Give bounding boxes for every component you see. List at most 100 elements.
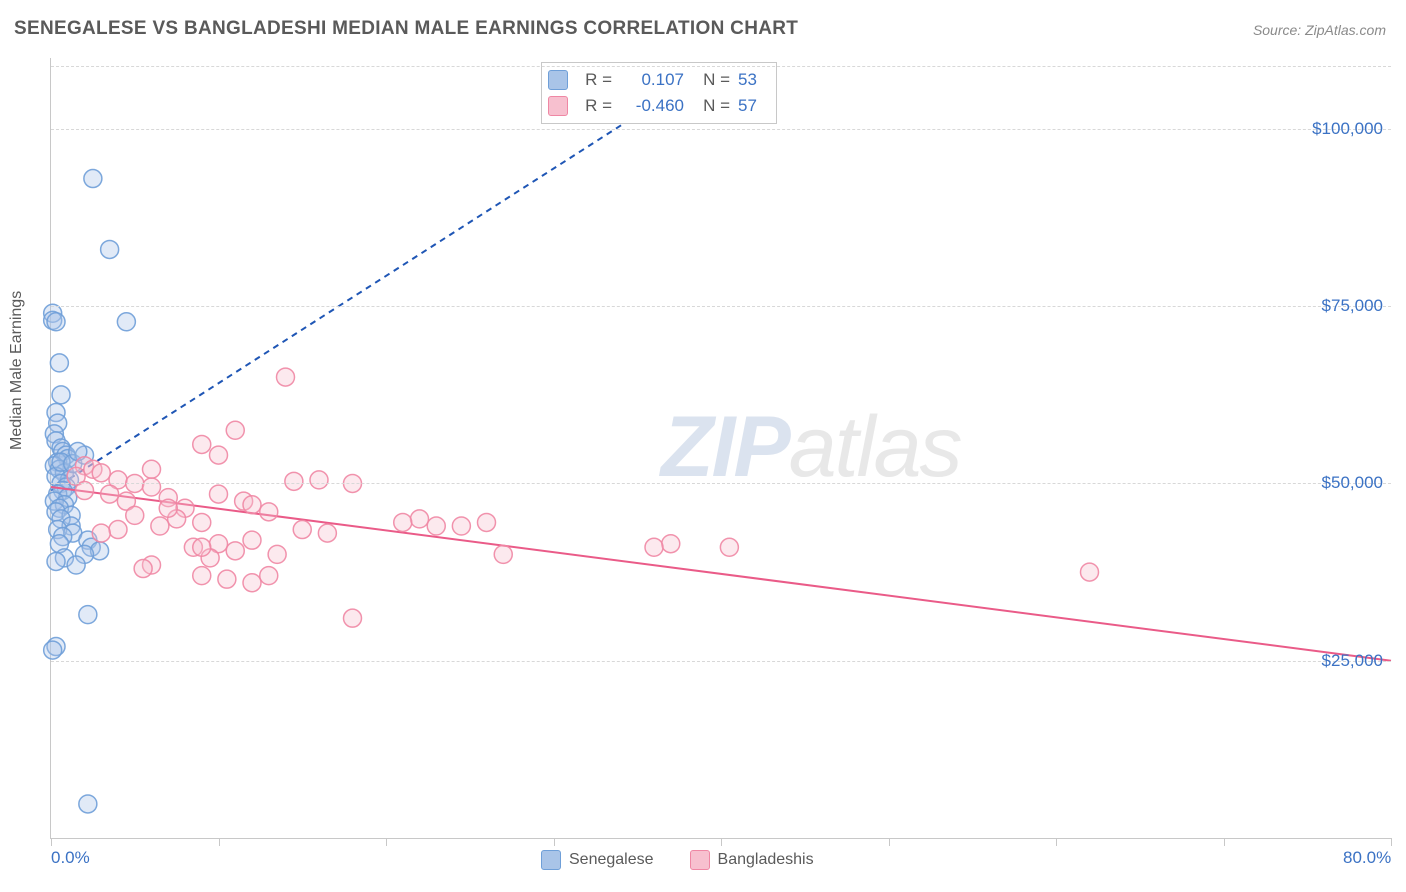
y-tick-label: $75,000 xyxy=(1322,296,1383,316)
r-label: R = xyxy=(584,96,612,116)
swatch-bangladeshis xyxy=(548,96,568,116)
data-point xyxy=(293,521,311,539)
data-point xyxy=(210,446,228,464)
data-point xyxy=(126,506,144,524)
data-point xyxy=(243,496,261,514)
legend-item-bangladeshis: Bangladeshis xyxy=(690,850,814,870)
x-tick xyxy=(554,838,555,846)
data-point xyxy=(318,524,336,542)
data-point xyxy=(79,795,97,813)
data-point xyxy=(645,538,663,556)
data-point xyxy=(101,485,119,503)
plot-area: ZIPatlas R = 0.107 N = 53 R = -0.460 N =… xyxy=(50,58,1391,839)
source-link[interactable]: ZipAtlas.com xyxy=(1305,22,1386,38)
data-point xyxy=(143,460,161,478)
data-point xyxy=(452,517,470,535)
legend-label-senegalese: Senegalese xyxy=(569,851,654,868)
x-tick xyxy=(1224,838,1225,846)
r-label: R = xyxy=(584,70,612,90)
data-point xyxy=(478,513,496,531)
data-point xyxy=(260,503,278,521)
data-point xyxy=(159,499,177,517)
data-point xyxy=(277,368,295,386)
data-point xyxy=(117,313,135,331)
data-point xyxy=(285,472,303,490)
trend-line xyxy=(51,93,671,490)
data-point xyxy=(67,556,85,574)
correlation-legend: R = 0.107 N = 53 R = -0.460 N = 57 xyxy=(541,62,777,124)
n-label: N = xyxy=(698,70,730,90)
r-value-bangladeshis: -0.460 xyxy=(620,96,684,116)
source-prefix: Source: xyxy=(1253,22,1305,38)
data-point xyxy=(268,545,286,563)
data-point xyxy=(193,538,211,556)
n-label: N = xyxy=(698,96,730,116)
data-point xyxy=(143,478,161,496)
data-point xyxy=(79,606,97,624)
data-point xyxy=(427,517,445,535)
data-point xyxy=(193,513,211,531)
data-point xyxy=(47,552,65,570)
data-point xyxy=(226,421,244,439)
n-value-senegalese: 53 xyxy=(738,70,766,90)
gridline xyxy=(51,66,1391,67)
x-tick-label: 0.0% xyxy=(51,848,90,868)
gridline xyxy=(51,661,1391,662)
data-point xyxy=(662,535,680,553)
data-point xyxy=(218,570,236,588)
x-tick xyxy=(51,838,52,846)
x-tick xyxy=(721,838,722,846)
legend-item-senegalese: Senegalese xyxy=(541,850,654,870)
x-tick xyxy=(1391,838,1392,846)
gridline xyxy=(51,129,1391,130)
data-point xyxy=(394,513,412,531)
data-point xyxy=(92,464,110,482)
r-value-senegalese: 0.107 xyxy=(620,70,684,90)
data-point xyxy=(101,240,119,258)
data-point xyxy=(310,471,328,489)
data-point xyxy=(344,609,362,627)
y-tick-label: $50,000 xyxy=(1322,473,1383,493)
data-point xyxy=(193,435,211,453)
data-point xyxy=(1081,563,1099,581)
y-tick-label: $25,000 xyxy=(1322,651,1383,671)
plot-svg xyxy=(51,58,1391,838)
data-point xyxy=(47,313,65,331)
legend-row-senegalese: R = 0.107 N = 53 xyxy=(548,67,766,93)
x-tick-label: 80.0% xyxy=(1343,848,1391,868)
y-axis-label: Median Male Earnings xyxy=(8,291,26,450)
swatch-senegalese xyxy=(548,70,568,90)
data-point xyxy=(44,641,62,659)
data-point xyxy=(84,170,102,188)
data-point xyxy=(243,574,261,592)
data-point xyxy=(193,567,211,585)
data-point xyxy=(109,521,127,539)
data-point xyxy=(151,517,169,535)
data-point xyxy=(134,560,152,578)
y-tick-label: $100,000 xyxy=(1312,119,1383,139)
x-tick xyxy=(1056,838,1057,846)
data-point xyxy=(243,531,261,549)
gridline xyxy=(51,483,1391,484)
data-point xyxy=(52,386,70,404)
data-point xyxy=(92,524,110,542)
source-attribution: Source: ZipAtlas.com xyxy=(1253,22,1386,38)
data-point xyxy=(210,485,228,503)
chart-title: SENEGALESE VS BANGLADESHI MEDIAN MALE EA… xyxy=(14,18,798,40)
x-tick xyxy=(386,838,387,846)
data-point xyxy=(260,567,278,585)
data-point xyxy=(720,538,738,556)
gridline xyxy=(51,306,1391,307)
data-point xyxy=(494,545,512,563)
series-legend: Senegalese Bangladeshis xyxy=(541,850,814,870)
x-tick xyxy=(889,838,890,846)
data-point xyxy=(226,542,244,560)
swatch-senegalese xyxy=(541,850,561,870)
data-point xyxy=(411,510,429,528)
legend-label-bangladeshis: Bangladeshis xyxy=(718,851,814,868)
n-value-bangladeshis: 57 xyxy=(738,96,766,116)
swatch-bangladeshis xyxy=(690,850,710,870)
x-tick xyxy=(219,838,220,846)
data-point xyxy=(50,354,68,372)
legend-row-bangladeshis: R = -0.460 N = 57 xyxy=(548,93,766,119)
